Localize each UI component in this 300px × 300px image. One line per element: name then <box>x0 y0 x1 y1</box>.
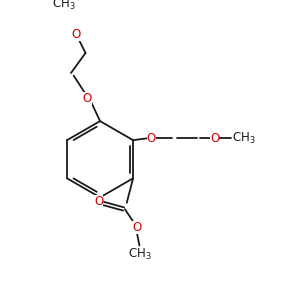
Text: O: O <box>132 221 141 234</box>
Text: CH$_3$: CH$_3$ <box>52 0 76 11</box>
Text: O: O <box>210 132 219 145</box>
Text: CH$_3$: CH$_3$ <box>232 131 256 146</box>
Text: O: O <box>147 132 156 145</box>
Text: O: O <box>72 28 81 41</box>
Text: CH$_3$: CH$_3$ <box>128 247 151 262</box>
Text: O: O <box>94 195 103 208</box>
Text: O: O <box>83 92 92 105</box>
